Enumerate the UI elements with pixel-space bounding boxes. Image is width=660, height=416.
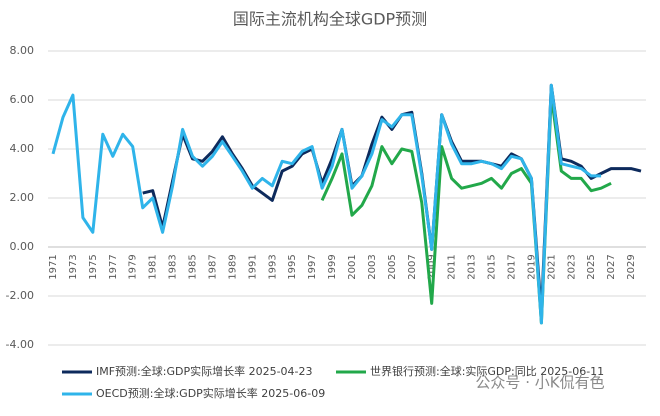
x-tick-label: 2005	[387, 254, 398, 279]
x-tick-label: 1989	[227, 254, 238, 279]
x-tick-label: 2001	[347, 254, 358, 279]
x-tick-label: 1981	[148, 254, 159, 279]
x-tick-label: 1971	[48, 254, 59, 279]
chart-title: 国际主流机构全球GDP预测	[233, 10, 427, 29]
y-tick-label: 6.00	[10, 93, 35, 106]
x-tick-label: 2009	[427, 254, 438, 279]
x-tick-label: 1991	[247, 254, 258, 279]
x-tick-label: 1999	[327, 254, 338, 279]
x-tick-label: 1979	[128, 254, 139, 279]
x-tick-label: 2007	[407, 254, 418, 279]
legend-label: IMF预测:全球:GDP实际增长率 2025-04-23	[96, 364, 313, 378]
x-tick-label: 2013	[467, 254, 478, 279]
x-tick-label: 1977	[108, 254, 119, 279]
x-tick-label: 1993	[267, 254, 278, 279]
x-tick-label: 2003	[367, 254, 378, 279]
y-tick-label: 0.00	[10, 240, 35, 253]
y-tick-label: -2.00	[6, 289, 34, 302]
x-tick-label: 1985	[188, 254, 199, 279]
x-tick-label: 1983	[168, 254, 179, 279]
x-tick-label: 2021	[546, 254, 557, 279]
x-tick-label: 2023	[566, 254, 577, 279]
y-tick-label: 8.00	[10, 44, 35, 57]
legend-label: OECD预测:全球:GDP实际增长率 2025-06-09	[96, 386, 325, 400]
legend-label: 世界银行预测:全球:实际GDP:同比 2025-06-11	[370, 364, 604, 378]
x-tick-label: 2025	[586, 254, 597, 279]
series-line	[51, 83, 602, 325]
y-tick-label: -4.00	[6, 338, 34, 351]
y-tick-label: 2.00	[10, 191, 35, 204]
series-line	[320, 93, 612, 325]
y-tick-label: 4.00	[10, 142, 35, 155]
x-tick-label: 2011	[447, 254, 458, 279]
x-tick-label: 2019	[526, 254, 537, 279]
x-tick-label: 2027	[606, 254, 617, 279]
x-tick-label: 1995	[287, 254, 298, 279]
x-tick-label: 1975	[88, 254, 99, 279]
x-tick-label: 1987	[207, 254, 218, 279]
x-tick-label: 2015	[487, 254, 498, 279]
x-tick-label: 1997	[307, 254, 318, 279]
x-tick-label: 2029	[626, 254, 637, 279]
x-tick-label: 2017	[506, 254, 517, 279]
x-tick-label: 1973	[68, 254, 79, 279]
watermark: 公众号 · 小K侃有色	[475, 374, 604, 392]
